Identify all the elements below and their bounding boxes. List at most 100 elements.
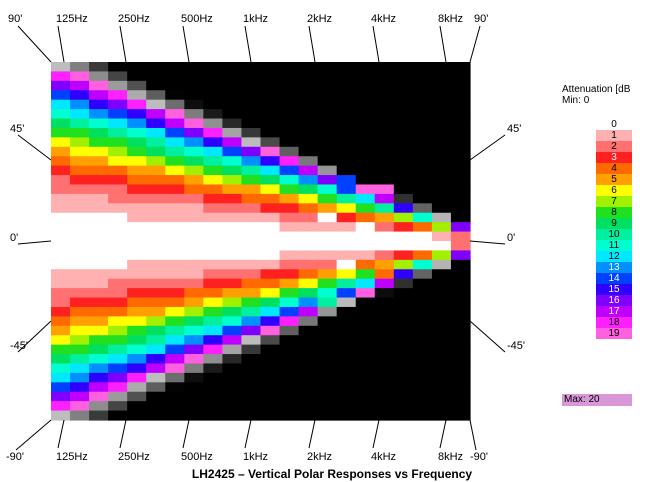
heatmap-cell bbox=[317, 344, 338, 355]
heatmap-cell bbox=[279, 344, 300, 355]
heatmap-cell bbox=[412, 127, 433, 138]
freq-label-top: 125Hz bbox=[56, 13, 88, 25]
heatmap-cell bbox=[203, 118, 224, 129]
heatmap-cell bbox=[317, 316, 338, 327]
heatmap-cell bbox=[51, 184, 71, 195]
heatmap-cell bbox=[241, 137, 262, 148]
heatmap-cell bbox=[165, 137, 185, 148]
heatmap-cell bbox=[336, 156, 357, 167]
heatmap-cell bbox=[89, 175, 109, 186]
heatmap-cell bbox=[298, 382, 319, 393]
angle-line-left bbox=[17, 134, 52, 161]
heatmap-cell bbox=[222, 175, 243, 186]
heatmap-cell bbox=[279, 71, 300, 82]
heatmap-cell bbox=[127, 109, 147, 120]
heatmap-cell bbox=[51, 316, 71, 327]
heatmap-cell bbox=[184, 146, 204, 157]
heatmap-cell bbox=[450, 269, 471, 280]
heatmap-cell bbox=[431, 335, 452, 346]
heatmap-cell bbox=[393, 354, 414, 365]
heatmap-cell bbox=[51, 259, 71, 270]
heatmap-cell bbox=[431, 344, 452, 355]
heatmap-cell bbox=[222, 401, 243, 412]
angle-label-left: -45' bbox=[10, 340, 28, 352]
heatmap-cell bbox=[146, 193, 166, 204]
heatmap-cell bbox=[241, 127, 262, 138]
heatmap-cell bbox=[412, 156, 433, 167]
heatmap-cell bbox=[374, 344, 395, 355]
heatmap-cell bbox=[260, 80, 281, 91]
heatmap-cell bbox=[184, 269, 204, 280]
heatmap-cell bbox=[450, 193, 471, 204]
heatmap-cell bbox=[89, 71, 109, 82]
heatmap-cell bbox=[393, 184, 414, 195]
angle-line-left bbox=[17, 320, 52, 353]
heatmap-cell bbox=[51, 62, 71, 73]
angle-label-left: 45' bbox=[10, 123, 24, 135]
heatmap-cell bbox=[127, 212, 147, 223]
heatmap-cell bbox=[203, 90, 224, 101]
heatmap-cell bbox=[51, 203, 71, 214]
heatmap-cell bbox=[222, 156, 243, 167]
heatmap-cell bbox=[336, 146, 357, 157]
heatmap-cell bbox=[431, 175, 452, 186]
heatmap-cell bbox=[298, 212, 319, 223]
heatmap-cell bbox=[279, 250, 300, 261]
heatmap-cell bbox=[89, 203, 109, 214]
heatmap-cell bbox=[317, 391, 338, 402]
heatmap-cell bbox=[431, 278, 452, 289]
heatmap-cell bbox=[450, 401, 471, 412]
heatmap-cell bbox=[184, 80, 204, 91]
heatmap-cell bbox=[336, 99, 357, 110]
heatmap-cell bbox=[317, 288, 338, 299]
heatmap-cell bbox=[222, 203, 243, 214]
heatmap-cell bbox=[165, 175, 185, 186]
heatmap-cell bbox=[108, 231, 128, 242]
heatmap-cell bbox=[89, 316, 109, 327]
heatmap-cell bbox=[89, 269, 109, 280]
heatmap-cell bbox=[431, 269, 452, 280]
angle-label-left: 0' bbox=[10, 232, 18, 244]
heatmap-cell bbox=[374, 203, 395, 214]
heatmap-cell bbox=[355, 335, 376, 346]
heatmap-cell bbox=[450, 241, 471, 252]
heatmap-cell bbox=[431, 222, 452, 233]
heatmap-cell bbox=[203, 288, 224, 299]
legend-level: 7 bbox=[596, 196, 632, 207]
heatmap-cell bbox=[355, 90, 376, 101]
heatmap-cell bbox=[260, 109, 281, 120]
heatmap-cell bbox=[279, 372, 300, 383]
heatmap-cell bbox=[317, 354, 338, 365]
heatmap-cell bbox=[317, 410, 338, 421]
heatmap-cell bbox=[412, 203, 433, 214]
heatmap-cell bbox=[146, 297, 166, 308]
heatmap-cell bbox=[146, 222, 166, 233]
heatmap-cell bbox=[241, 231, 262, 242]
heatmap-cell bbox=[355, 212, 376, 223]
heatmap-cell bbox=[165, 325, 185, 336]
heatmap-cell bbox=[108, 212, 128, 223]
freq-tick-bottom bbox=[244, 419, 252, 449]
heatmap-cell bbox=[374, 212, 395, 223]
heatmap-cell bbox=[279, 354, 300, 365]
heatmap-cell bbox=[108, 363, 128, 374]
heatmap-cell bbox=[241, 288, 262, 299]
heatmap-cell bbox=[393, 137, 414, 148]
freq-label-top: 2kHz bbox=[307, 13, 332, 25]
heatmap-cell bbox=[355, 184, 376, 195]
heatmap-cell bbox=[298, 250, 319, 261]
heatmap-cell bbox=[279, 259, 300, 270]
heatmap-cell bbox=[165, 259, 185, 270]
heatmap-cell bbox=[222, 335, 243, 346]
heatmap-cell bbox=[108, 175, 128, 186]
heatmap-cell bbox=[222, 278, 243, 289]
heatmap-cell bbox=[184, 278, 204, 289]
heatmap-cell bbox=[336, 127, 357, 138]
heatmap-cell bbox=[393, 127, 414, 138]
heatmap-cell bbox=[127, 156, 147, 167]
heatmap-cell bbox=[374, 184, 395, 195]
heatmap-cell bbox=[260, 165, 281, 176]
heatmap-cell bbox=[70, 335, 90, 346]
heatmap-cell bbox=[51, 165, 71, 176]
heatmap-cell bbox=[412, 401, 433, 412]
